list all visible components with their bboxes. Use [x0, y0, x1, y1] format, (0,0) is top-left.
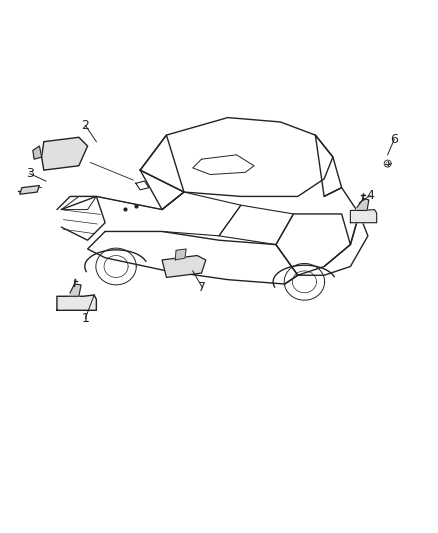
Text: 7: 7: [198, 281, 206, 294]
Polygon shape: [20, 185, 39, 194]
Text: 2: 2: [81, 119, 89, 132]
Polygon shape: [70, 284, 81, 296]
Text: 6: 6: [390, 133, 398, 146]
Text: 1: 1: [81, 312, 89, 325]
Text: 4: 4: [366, 189, 374, 202]
Polygon shape: [42, 138, 88, 170]
Polygon shape: [175, 249, 186, 260]
Polygon shape: [350, 209, 377, 223]
Polygon shape: [162, 255, 206, 278]
Polygon shape: [357, 199, 369, 211]
Text: 3: 3: [26, 167, 34, 180]
Polygon shape: [33, 146, 42, 159]
Polygon shape: [57, 295, 96, 310]
